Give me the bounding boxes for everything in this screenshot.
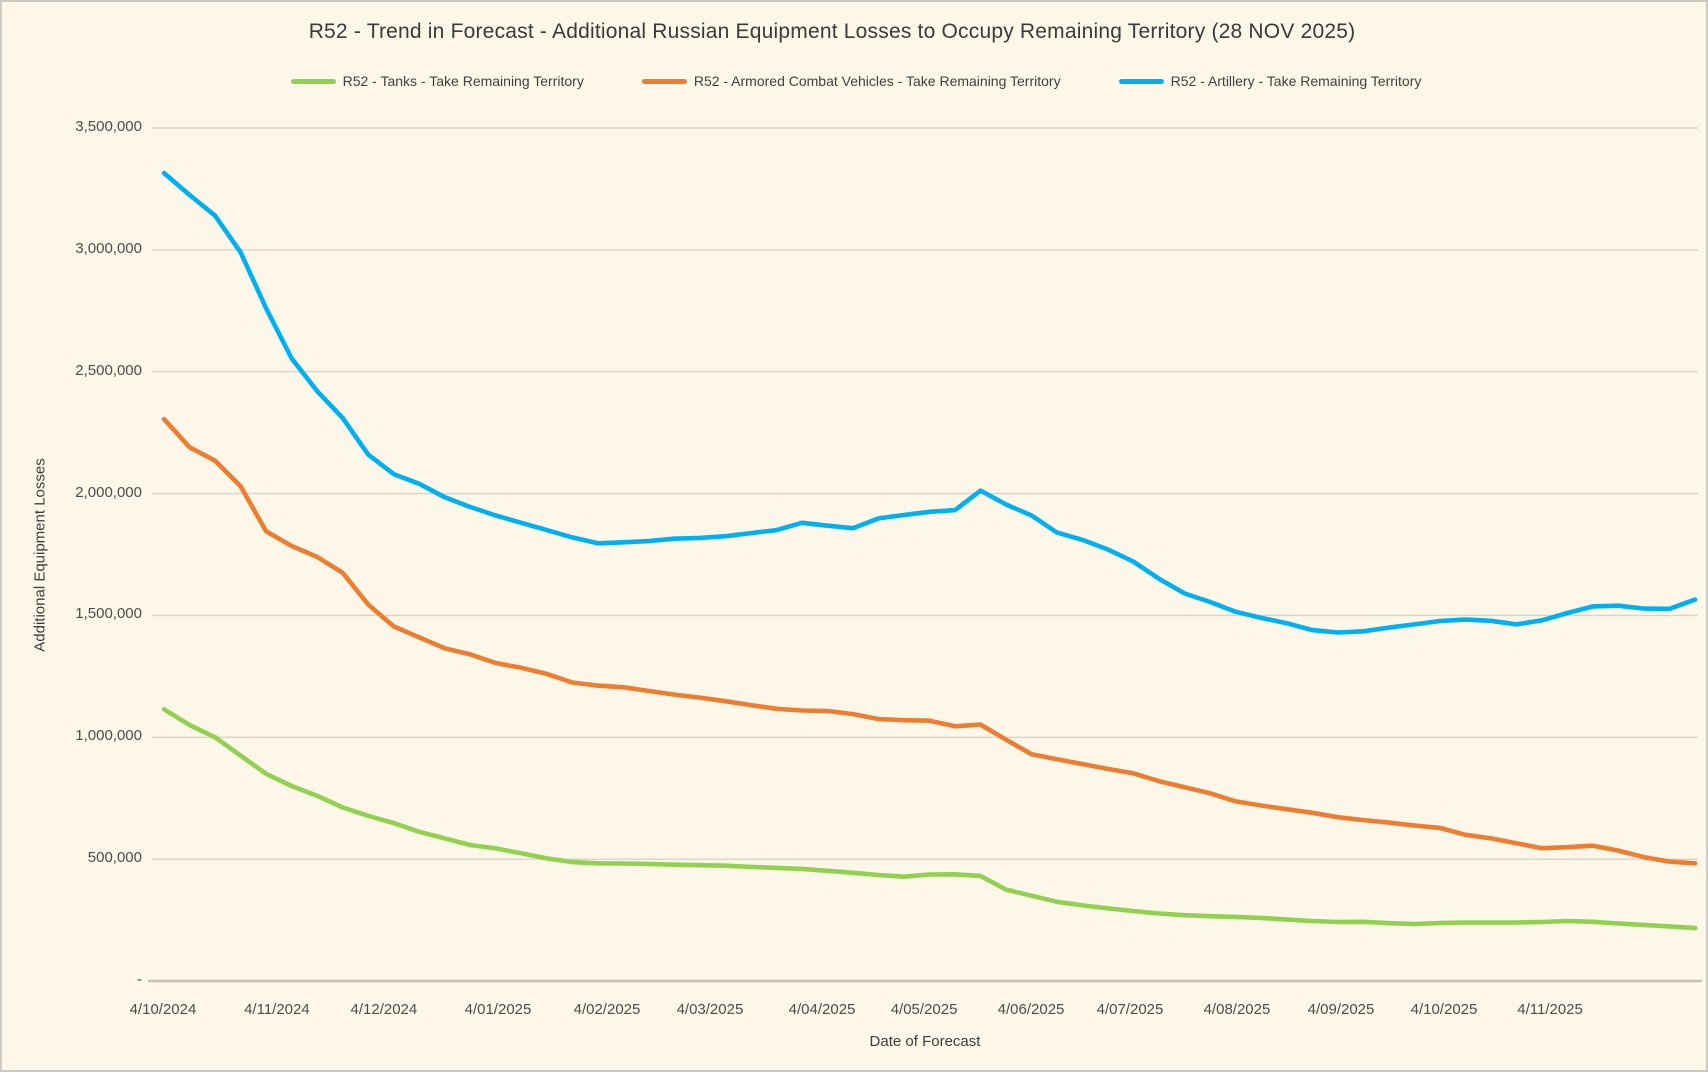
chart-title: R52 - Trend in Forecast - Additional Rus… [308, 20, 1356, 43]
x-tick-label: 4/05/2025 [890, 1001, 958, 1018]
legend-swatch-artillery [1118, 78, 1164, 84]
x-tick-label: 4/02/2025 [573, 1001, 641, 1018]
legend-label: R52 - Tanks - Take Remaining Territory [342, 73, 584, 89]
x-tick-label: 4/11/2025 [1517, 1001, 1583, 1018]
y-tick-label: 500,000 [87, 849, 142, 867]
x-tick-label: 4/12/2024 [350, 1001, 418, 1018]
y-tick-label: 2,000,000 [75, 483, 142, 501]
x-tick-label: 4/11/2024 [244, 1001, 310, 1018]
legend-label: R52 - Armored Combat Vehicles - Take Rem… [693, 73, 1061, 89]
x-tick-label: 4/10/2024 [129, 1001, 197, 1018]
legend-swatch-acv [641, 78, 687, 84]
y-tick-label: - [137, 971, 142, 988]
x-tick-label: 4/08/2025 [1203, 1001, 1271, 1018]
series-line-tanks [161, 706, 1698, 931]
legend: R52 - Tanks - Take Remaining Territory R5… [2, 71, 1706, 91]
y-tick-label: 3,000,000 [75, 239, 142, 257]
x-tick-label: 4/06/2025 [997, 1001, 1065, 1018]
series-line-acv [161, 416, 1698, 866]
series-line-artillery [161, 170, 1698, 635]
x-axis-title: Date of Forecast [869, 1033, 981, 1050]
y-tick-label: 3,500,000 [75, 118, 142, 135]
legend-swatch-tanks [290, 78, 336, 84]
x-tick-label: 4/10/2025 [1410, 1001, 1478, 1018]
x-tick-label: 4/03/2025 [676, 1001, 744, 1018]
legend-item-acv: R52 - Armored Combat Vehicles - Take Rem… [641, 73, 1061, 89]
legend-item-tanks: R52 - Tanks - Take Remaining Territory [290, 73, 584, 89]
y-tick-label: 2,500,000 [75, 361, 142, 379]
legend-item-artillery: R52 - Artillery - Take Remaining Territo… [1118, 73, 1422, 89]
y-tick-label: 1,000,000 [75, 727, 142, 745]
x-tick-label: 4/07/2025 [1096, 1001, 1164, 1018]
y-tick-label: 1,500,000 [75, 605, 142, 623]
x-tick-label: 4/09/2025 [1307, 1001, 1375, 1018]
y-axis-title: Additional Equipment Losses [31, 457, 49, 652]
x-tick-label: 4/04/2025 [788, 1001, 856, 1018]
legend-label: R52 - Artillery - Take Remaining Territo… [1170, 73, 1422, 89]
x-tick-label: 4/01/2025 [464, 1001, 532, 1018]
